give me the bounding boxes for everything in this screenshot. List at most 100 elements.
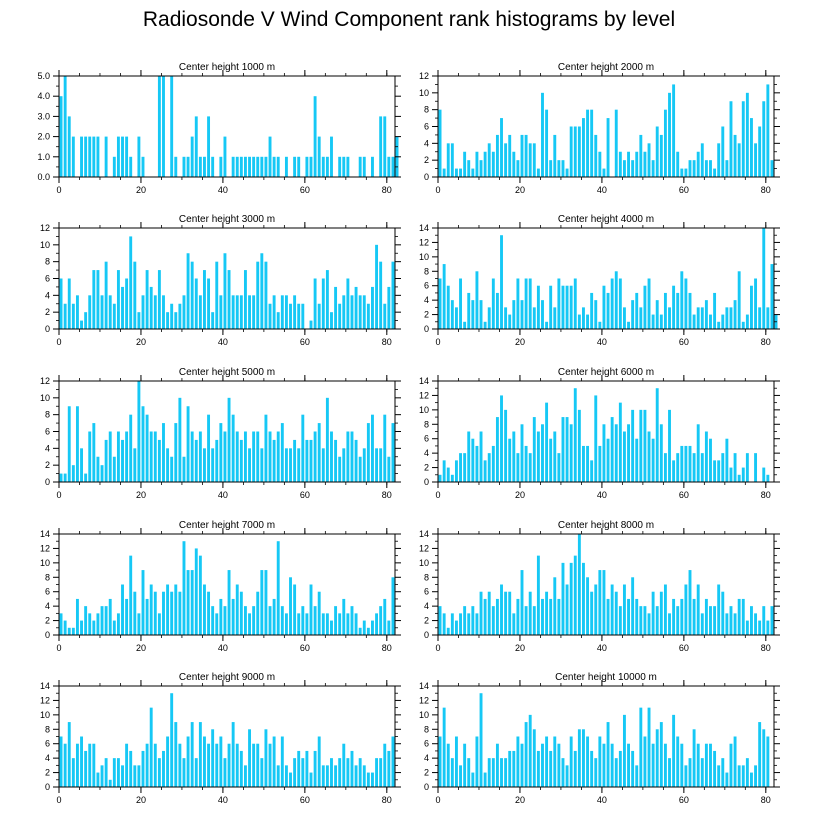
x-tick-label: 80 bbox=[761, 337, 771, 347]
bar bbox=[610, 278, 614, 329]
bar bbox=[100, 465, 104, 482]
bar bbox=[524, 606, 528, 635]
bar bbox=[467, 431, 471, 482]
bar bbox=[137, 765, 141, 787]
bar bbox=[276, 431, 280, 482]
bar bbox=[350, 750, 354, 787]
bar bbox=[264, 261, 268, 329]
bar bbox=[137, 613, 141, 635]
bar bbox=[573, 555, 577, 635]
bar bbox=[504, 143, 508, 177]
bar bbox=[659, 424, 663, 482]
bar bbox=[549, 750, 553, 787]
bar bbox=[387, 456, 391, 482]
bar bbox=[590, 292, 594, 329]
bar bbox=[330, 136, 333, 177]
bar bbox=[387, 620, 391, 635]
bar bbox=[194, 548, 198, 635]
bar bbox=[643, 285, 647, 329]
bar bbox=[676, 151, 680, 177]
bar bbox=[512, 151, 516, 177]
y-tick-label: 10 bbox=[40, 710, 50, 720]
bar bbox=[63, 620, 67, 635]
bar bbox=[512, 750, 516, 787]
bar bbox=[260, 570, 264, 635]
bar bbox=[700, 758, 704, 787]
bar bbox=[92, 743, 96, 787]
bar bbox=[256, 261, 260, 329]
y-tick-label: 4 bbox=[45, 601, 50, 611]
bar bbox=[762, 467, 766, 482]
bar bbox=[325, 613, 329, 635]
bar bbox=[479, 431, 483, 482]
bar bbox=[125, 278, 129, 329]
bar bbox=[108, 431, 112, 482]
bar bbox=[350, 295, 354, 329]
bar bbox=[235, 584, 239, 635]
bar bbox=[663, 584, 667, 635]
bar bbox=[391, 736, 395, 787]
bar bbox=[260, 156, 264, 177]
bar bbox=[541, 598, 544, 635]
bar bbox=[354, 439, 358, 482]
bar bbox=[545, 591, 549, 635]
bar bbox=[145, 270, 149, 329]
bar bbox=[549, 598, 553, 635]
bar bbox=[104, 758, 108, 787]
bar bbox=[594, 584, 598, 635]
bar bbox=[174, 722, 178, 787]
bar bbox=[71, 465, 75, 482]
bar bbox=[508, 438, 512, 482]
bar bbox=[713, 460, 717, 482]
bar bbox=[524, 134, 528, 177]
bar bbox=[721, 126, 725, 177]
bar bbox=[387, 156, 391, 177]
y-tick-label: 2 bbox=[424, 155, 429, 165]
bar bbox=[549, 285, 553, 329]
bar bbox=[495, 417, 499, 482]
bar bbox=[459, 453, 462, 482]
bar bbox=[602, 743, 606, 787]
y-tick-label: 14 bbox=[419, 223, 429, 233]
bar bbox=[754, 278, 758, 329]
bar bbox=[162, 591, 165, 635]
bar bbox=[75, 406, 79, 482]
bar bbox=[586, 736, 590, 787]
bar bbox=[442, 168, 446, 177]
bar bbox=[174, 423, 178, 482]
bar bbox=[733, 736, 737, 787]
bar bbox=[618, 606, 622, 635]
panel-title-4: Center height 4000 m bbox=[558, 214, 654, 225]
x-tick-label: 20 bbox=[136, 490, 146, 500]
bar bbox=[659, 722, 663, 787]
bar bbox=[284, 613, 288, 635]
x-tick-label: 0 bbox=[56, 643, 61, 653]
y-tick-label: 14 bbox=[419, 376, 429, 386]
bar bbox=[495, 134, 499, 177]
bar bbox=[672, 598, 676, 635]
bar bbox=[84, 312, 88, 329]
bar bbox=[149, 431, 153, 482]
bar bbox=[280, 736, 284, 787]
bar bbox=[577, 409, 581, 482]
bar bbox=[174, 312, 178, 329]
bar bbox=[149, 707, 153, 787]
bar bbox=[133, 591, 137, 635]
bar bbox=[383, 414, 387, 482]
bar bbox=[252, 431, 256, 482]
bar bbox=[586, 577, 590, 635]
bar bbox=[655, 300, 659, 329]
bar bbox=[211, 606, 215, 635]
bar bbox=[157, 439, 161, 482]
bar bbox=[606, 118, 610, 177]
bar bbox=[684, 445, 688, 482]
bar bbox=[594, 395, 598, 482]
bar bbox=[491, 278, 495, 329]
bar bbox=[721, 591, 725, 635]
bar bbox=[207, 591, 211, 635]
bar bbox=[112, 456, 116, 482]
x-tick-label: 80 bbox=[382, 490, 392, 500]
bar bbox=[524, 445, 528, 482]
bar bbox=[272, 439, 276, 482]
bar bbox=[520, 300, 524, 329]
